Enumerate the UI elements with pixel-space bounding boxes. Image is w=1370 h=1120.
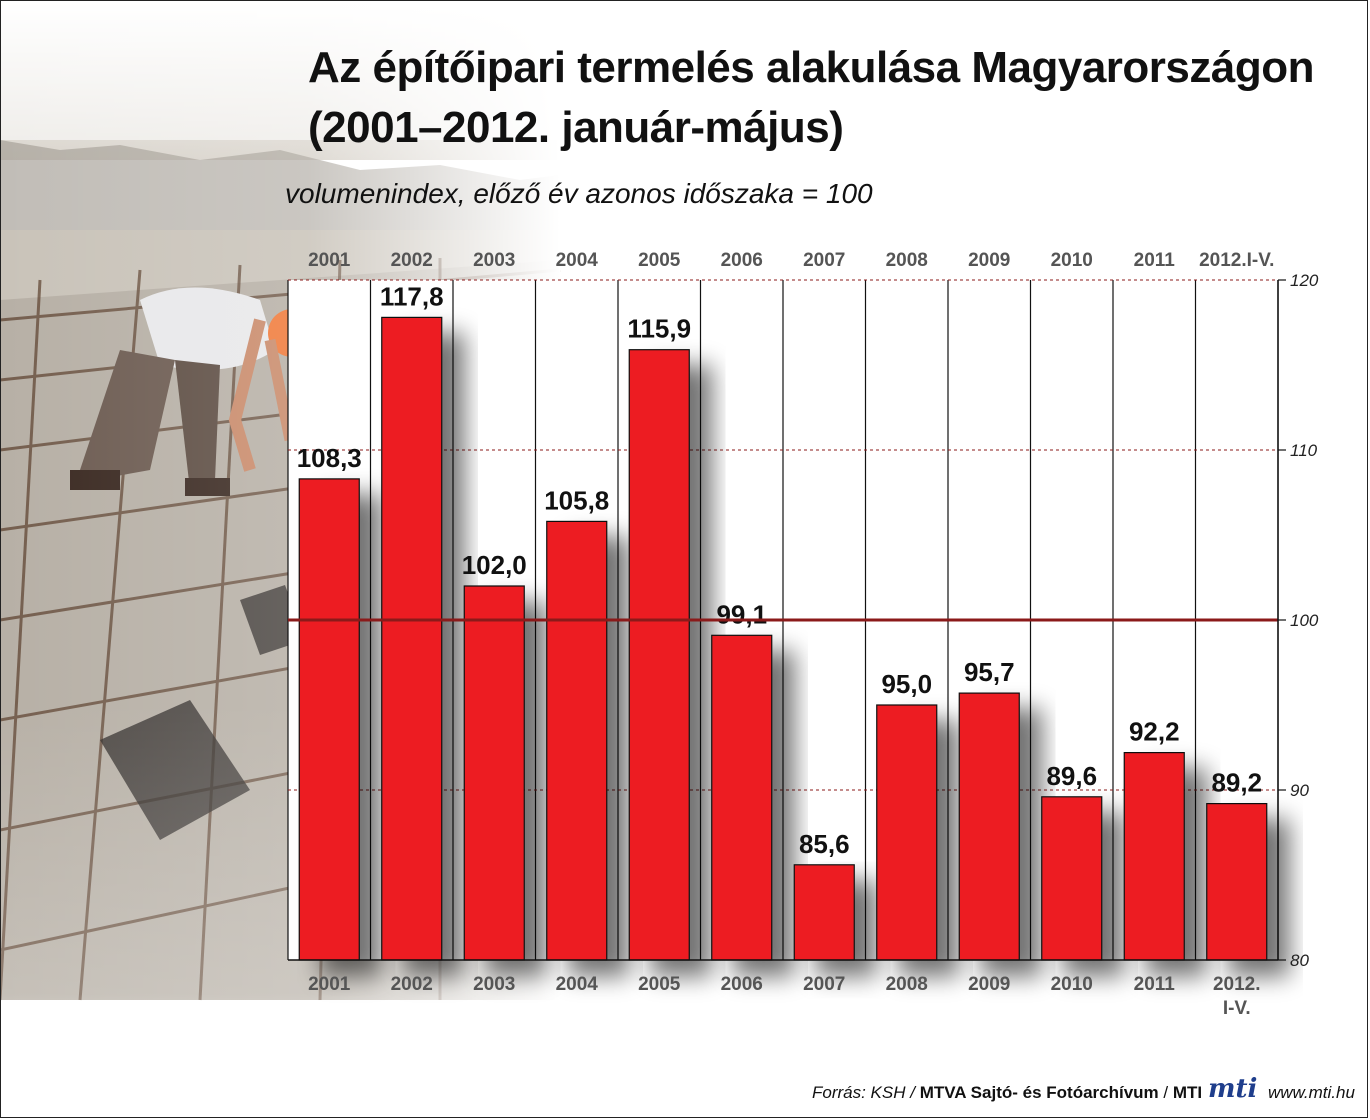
source-separator: / (1158, 1083, 1173, 1102)
value-label: 117,8 (380, 281, 444, 311)
category-label-top: 2004 (556, 250, 599, 271)
value-label: 89,6 (1046, 761, 1097, 791)
source-archive: MTVA Sajtó- és Fotóarchívum (919, 1083, 1159, 1102)
bar-2007 (793, 864, 855, 961)
bar-2011 (1123, 751, 1185, 961)
mti-url: www.mti.hu (1268, 1083, 1355, 1102)
value-label: 95,0 (881, 669, 932, 699)
category-label-bottom: I-V. (1223, 998, 1251, 1019)
value-label: 108,3 (297, 443, 362, 473)
value-label: 89,2 (1211, 768, 1262, 798)
category-label-top: 2007 (803, 250, 845, 271)
chart-subtitle: volumenindex, előző év azonos időszaka =… (285, 178, 873, 209)
value-label: 115,9 (627, 314, 691, 344)
value-label: 85,6 (799, 829, 850, 859)
category-label-bottom: 2007 (803, 974, 845, 995)
category-label-bottom: 2005 (638, 974, 681, 995)
category-label-top: 2005 (638, 250, 681, 271)
y-tick-label: 90 (1290, 781, 1309, 800)
category-label-bottom: 2001 (308, 974, 351, 995)
y-tick-label: 120 (1290, 271, 1319, 290)
bar-2004 (546, 520, 608, 961)
chart-title: Az építőipari termelés alakulása Magyaro… (308, 38, 1315, 158)
bar-2006 (711, 634, 773, 961)
bar-2012.I-V. (1206, 802, 1268, 961)
value-label: 92,2 (1129, 717, 1180, 747)
y-tick-label: 80 (1290, 951, 1309, 970)
bar-2010 (1041, 796, 1103, 961)
bar-2002 (381, 316, 443, 961)
category-label-bottom: 2010 (1051, 974, 1093, 995)
value-label: 102,0 (462, 550, 527, 580)
category-label-top: 2003 (473, 250, 515, 271)
bar-2009 (958, 692, 1020, 961)
category-label-bottom: 2003 (473, 974, 515, 995)
y-tick-label: 100 (1290, 611, 1319, 630)
category-label-top: 2006 (721, 250, 763, 271)
category-label-bottom: 2011 (1134, 974, 1176, 995)
value-label: 105,8 (544, 485, 609, 515)
value-label: 99,1 (716, 599, 767, 629)
bar-2001 (298, 478, 360, 961)
category-label-top: 2008 (886, 250, 928, 271)
bar-2003 (463, 585, 525, 961)
category-label-bottom: 2002 (391, 974, 433, 995)
bar-2005 (628, 349, 690, 961)
category-label-bottom: 2012. (1213, 974, 1261, 995)
category-label-bottom: 2006 (721, 974, 763, 995)
source-prefix: Forrás: KSH / (812, 1083, 920, 1102)
title-line-1: Az építőipari termelés alakulása Magyaro… (308, 43, 1315, 92)
bar-2008 (876, 704, 938, 961)
category-label-bottom: 2009 (968, 974, 1010, 995)
title-line-2: (2001–2012. január-május) (308, 103, 844, 152)
category-label-bottom: 2008 (886, 974, 928, 995)
category-label-bottom: 2004 (556, 974, 599, 995)
mti-logo: mti (1208, 1074, 1258, 1104)
category-label-top: 2010 (1051, 250, 1093, 271)
category-label-top: 2002 (391, 250, 433, 271)
source-agency: MTI (1172, 1083, 1203, 1102)
category-label-top: 2009 (968, 250, 1010, 271)
source-footer: Forrás: KSH / MTVA Sajtó- és Fotóarchívu… (812, 1083, 1202, 1103)
category-label-top: 2011 (1134, 250, 1176, 271)
category-label-top: 2001 (308, 250, 351, 271)
y-tick-label: 110 (1290, 441, 1318, 460)
category-label-top: 2012.I-V. (1199, 250, 1274, 271)
value-label: 95,7 (964, 657, 1015, 687)
